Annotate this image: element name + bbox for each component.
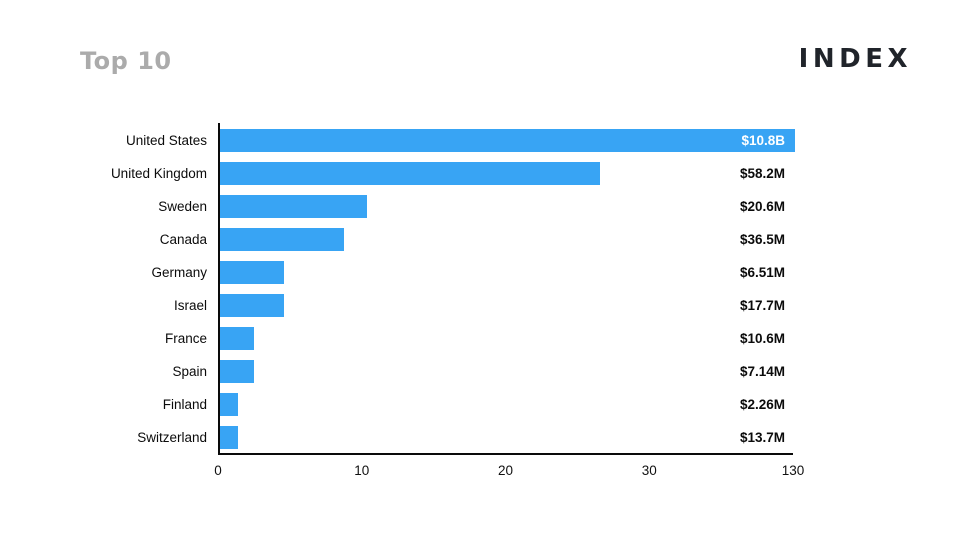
- value-label: $2.26M: [739, 397, 785, 412]
- value-label: $20.6M: [739, 199, 785, 214]
- index-logo: INDEX: [798, 44, 912, 74]
- x-tick-label: 130: [781, 463, 805, 478]
- x-tick-label: 30: [641, 463, 657, 478]
- bar: [220, 426, 238, 449]
- value-label: $17.7M: [739, 298, 785, 313]
- bar: [220, 228, 344, 251]
- x-tick-label: 0: [214, 463, 222, 478]
- x-tick-label: 10: [354, 463, 370, 478]
- bar: [220, 261, 284, 284]
- category-label: United Kingdom: [110, 166, 207, 181]
- category-label: Israel: [173, 298, 207, 313]
- category-label: Sweden: [158, 199, 207, 214]
- category-label: Finland: [162, 397, 207, 412]
- value-label: $10.8B: [741, 133, 785, 148]
- value-label: $13.7M: [739, 430, 785, 445]
- category-label: Spain: [172, 364, 207, 379]
- bar: [220, 162, 600, 185]
- value-label: $6.51M: [739, 265, 785, 280]
- value-label: $10.6M: [739, 331, 785, 346]
- bar: [220, 360, 255, 383]
- category-label: Germany: [151, 265, 207, 280]
- bar: [220, 327, 255, 350]
- bar: [220, 393, 238, 416]
- bar: [220, 294, 284, 317]
- category-label: Canada: [159, 232, 207, 247]
- category-label: France: [164, 331, 207, 346]
- category-label: Switzerland: [137, 430, 207, 445]
- bar: [220, 195, 367, 218]
- chart-plot-area: [218, 123, 793, 455]
- bar: [220, 129, 795, 152]
- value-label: $58.2M: [739, 166, 785, 181]
- x-tick-label: 20: [497, 463, 514, 478]
- page-title: Top 10: [80, 47, 172, 75]
- category-label: United States: [125, 133, 207, 148]
- x-axis-ticks: 0 10 20 30 130: [214, 463, 804, 487]
- value-label: $36.5M: [739, 232, 785, 247]
- value-label: $7.14M: [739, 364, 785, 379]
- bar-chart: United States $10.8B United Kingdom $58.2M S…: [0, 123, 960, 455]
